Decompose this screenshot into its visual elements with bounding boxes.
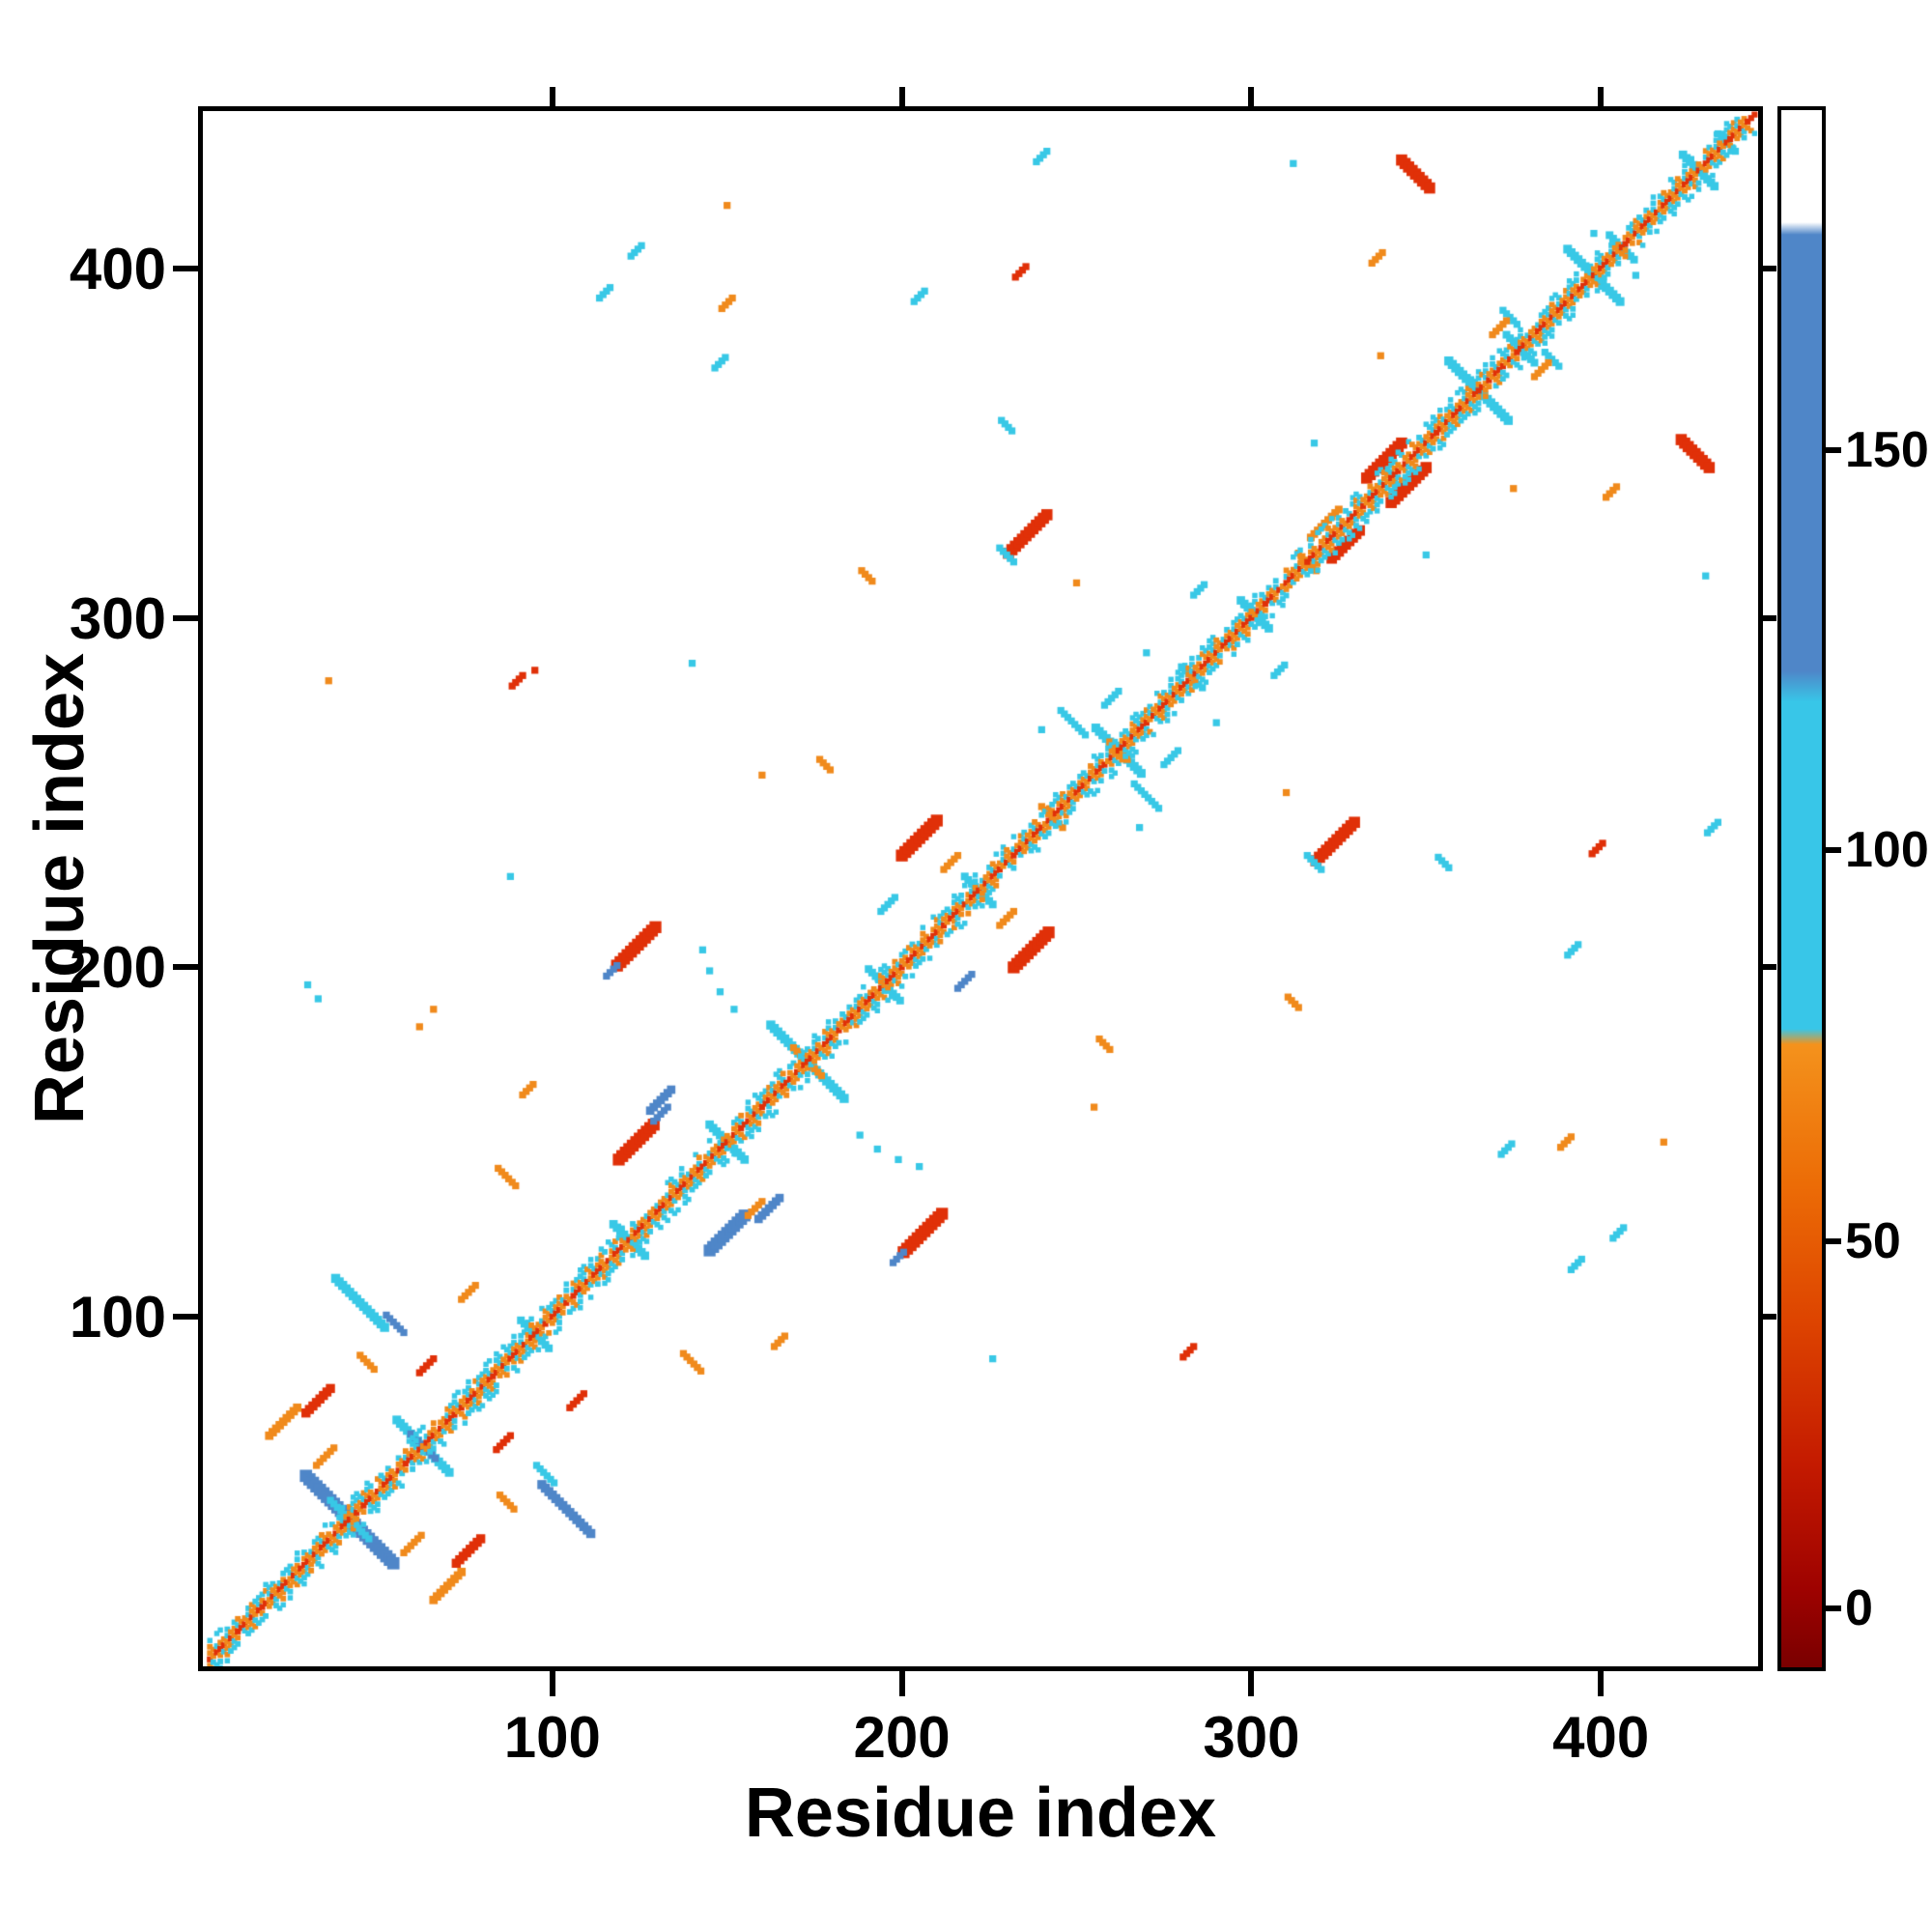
colorbar-tick-mark: [1826, 447, 1841, 454]
y-tick-mark-right: [1763, 614, 1776, 621]
colorbar-gradient: [1781, 110, 1822, 1667]
x-tick-label: 200: [853, 1705, 951, 1770]
y-tick-mark: [173, 964, 198, 971]
x-tick-mark-top: [549, 87, 555, 106]
x-tick-label: 100: [503, 1705, 601, 1770]
x-tick-mark-top: [1598, 87, 1605, 106]
y-tick-label: 400: [69, 236, 166, 301]
x-axis-label: Residue index: [744, 1775, 1217, 1852]
y-tick-mark: [173, 614, 198, 621]
colorbar-tick-label: 100: [1845, 821, 1929, 878]
y-tick-mark-right: [1763, 265, 1776, 271]
y-tick-mark-right: [1763, 1314, 1776, 1321]
x-tick-label: 300: [1203, 1705, 1300, 1770]
x-tick-mark-top: [898, 87, 905, 106]
colorbar-tick-mark: [1826, 846, 1841, 853]
colorbar-tick-label: 150: [1845, 422, 1929, 479]
colorbar-tick-label: 50: [1845, 1212, 1901, 1269]
y-tick-mark: [173, 1314, 198, 1321]
y-axis-label: Residue index: [21, 652, 99, 1125]
y-tick-label: 100: [69, 1285, 166, 1350]
y-tick-label: 300: [69, 585, 166, 651]
colorbar: [1777, 106, 1826, 1671]
y-tick-mark-right: [1763, 964, 1776, 971]
plot-frame: [198, 106, 1763, 1671]
x-tick-label: 400: [1552, 1705, 1650, 1770]
y-tick-mark: [173, 265, 198, 271]
colorbar-tick-mark: [1826, 1605, 1841, 1612]
x-tick-mark: [1598, 1671, 1605, 1696]
x-tick-mark: [1248, 1671, 1255, 1696]
contact-map-canvas: [203, 111, 1758, 1666]
x-tick-mark: [549, 1671, 555, 1696]
colorbar-tick-mark: [1826, 1237, 1841, 1244]
x-tick-mark: [898, 1671, 905, 1696]
x-tick-mark-top: [1248, 87, 1255, 106]
y-tick-label: 200: [69, 935, 166, 1001]
colorbar-tick-label: 0: [1845, 1580, 1873, 1637]
